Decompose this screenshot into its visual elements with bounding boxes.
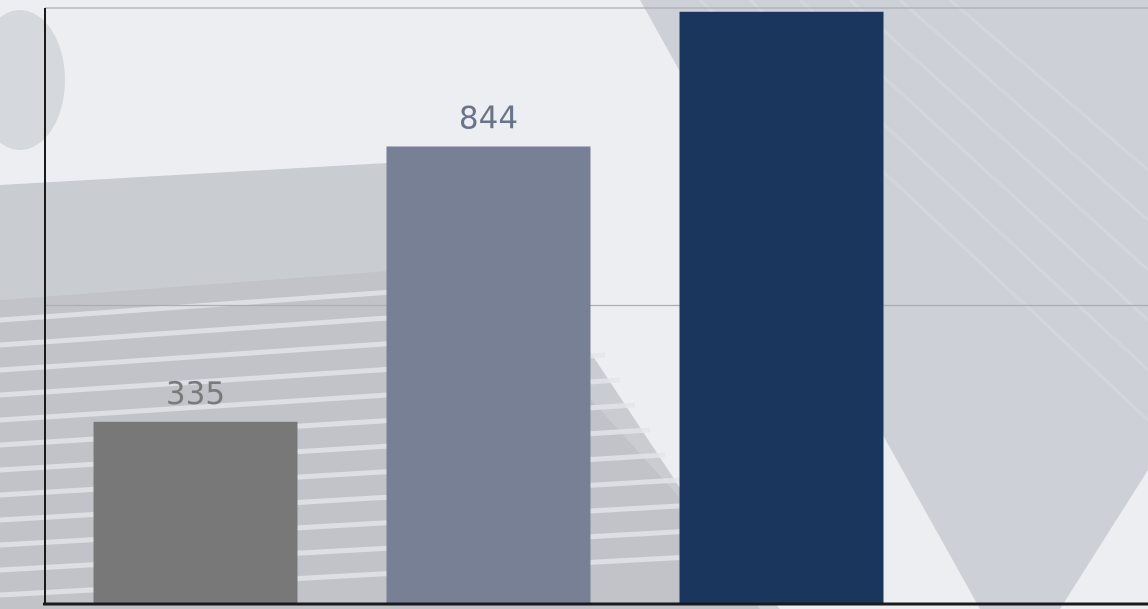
bar	[386, 146, 591, 604]
bar-value-label: 335	[166, 376, 225, 412]
bar-value-label: 844	[459, 100, 518, 136]
bar-value-label: 1,093	[737, 0, 826, 2]
bar	[93, 421, 298, 603]
bar	[679, 11, 884, 603]
